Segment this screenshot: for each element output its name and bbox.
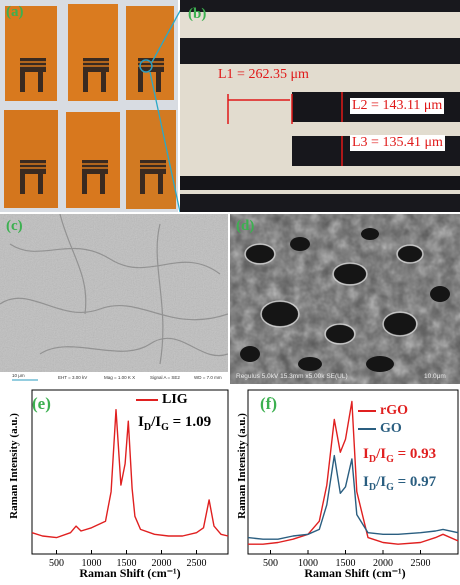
f-xlabel: Raman Shift (cm⁻¹) bbox=[304, 566, 406, 580]
sensor-photo bbox=[0, 0, 178, 212]
legend-go: GO bbox=[358, 420, 408, 438]
legend-lig-swatch bbox=[136, 398, 158, 401]
dim-l1: L1 = 262.35 μm bbox=[218, 67, 309, 83]
ratio-go: ID/IG = 0.97 bbox=[363, 474, 437, 493]
panel-f-raman: 500 1000 1500 2000 2500 (f) rGO GO ID/IG = 0… bbox=[230, 386, 460, 585]
legend-lig: LIG bbox=[136, 392, 188, 408]
dim-l3: L3 = 135.41 μm bbox=[350, 135, 445, 151]
legend-rgo: rGO bbox=[358, 402, 408, 420]
x-tick-label: 1000 bbox=[82, 558, 102, 569]
panel-f-label: (f) bbox=[260, 394, 277, 413]
plot-frame bbox=[247, 389, 459, 555]
e-ylabel: Raman Intensity (a.u.) bbox=[8, 413, 20, 519]
sem-surface-image bbox=[0, 214, 228, 384]
panel-e-raman: 500 1000 1500 2000 2500 (e) LIG ID/IG = 1.09… bbox=[0, 386, 230, 585]
sem-c-eht: EHT = 3.00 kV bbox=[58, 375, 88, 380]
plot-frame bbox=[31, 389, 229, 555]
legend-lig-label: LIG bbox=[162, 392, 188, 407]
panel-e-label: (e) bbox=[32, 394, 51, 413]
raman-chart-go: 500 1000 1500 2000 2500 bbox=[247, 389, 459, 569]
sem-c-scale: 10 μm bbox=[12, 373, 25, 378]
series-line-go bbox=[247, 454, 459, 540]
series-line-rgo bbox=[248, 400, 459, 545]
panel-c-label: (c) bbox=[6, 218, 23, 234]
raman-chart-lig: 500 1000 1500 2000 2500 bbox=[31, 389, 229, 569]
x-tick-label: 2500 bbox=[187, 558, 207, 569]
x-tick-label: 2500 bbox=[411, 558, 431, 569]
legend-rgo-swatch bbox=[358, 409, 376, 412]
legend-rgo-label: rGO bbox=[380, 403, 408, 418]
panel-a-photo: (a) bbox=[0, 0, 178, 212]
dim-l2: L2 = 143.11 μm bbox=[350, 98, 445, 114]
f-ylabel: Raman Intensity (a.u.) bbox=[236, 413, 248, 519]
sem-c-signal: Signal A = SE2 bbox=[150, 375, 180, 380]
e-xlabel: Raman Shift (cm⁻¹) bbox=[79, 566, 181, 580]
panel-d-label: (d) bbox=[236, 218, 255, 234]
x-tick-label: 2000 bbox=[152, 558, 172, 569]
ratio-lig: ID/IG = 1.09 bbox=[138, 414, 212, 433]
panel-b-label: (b) bbox=[188, 6, 207, 22]
sem-c-mag: Mag = 1.00 K X bbox=[104, 375, 136, 380]
panel-c-sem: (c) 10 μm EHT = 3.00 kV Mag = 1.00 K X S… bbox=[0, 214, 228, 384]
legend-go-swatch bbox=[358, 427, 376, 430]
series-line-lig bbox=[31, 409, 229, 539]
x-tick-label: 1500 bbox=[117, 558, 137, 569]
legend-f: rGO GO bbox=[358, 402, 408, 438]
ratio-rgo: ID/IG = 0.93 bbox=[363, 446, 437, 465]
x-tick-label: 2000 bbox=[373, 558, 393, 569]
x-tick-label: 1000 bbox=[298, 558, 318, 569]
x-tick-label: 1500 bbox=[336, 558, 356, 569]
sem-porous-image bbox=[230, 214, 460, 384]
sem-d-info: Regulus 5.0kV 15.3mm x5.00k SE(UL) bbox=[236, 373, 348, 380]
sem-c-wd: WD = 7.0 mm bbox=[194, 375, 222, 380]
x-tick-label: 500 bbox=[263, 558, 278, 569]
panel-a-label: (a) bbox=[6, 4, 24, 20]
zoom-circle bbox=[139, 59, 153, 73]
sem-d-scale: 10.0μm bbox=[424, 373, 446, 380]
sem-c-info: 10 μm EHT = 3.00 kV Mag = 1.00 K X Signa… bbox=[0, 372, 228, 384]
panel-b-micrograph: (b) L1 = 262.35 μm L2 = 143.11 μm L3 = 1… bbox=[180, 0, 460, 212]
x-tick-label: 500 bbox=[49, 558, 64, 569]
panel-d-sem: (d) Regulus 5.0kV 15.3mm x5.00k SE(UL) 1… bbox=[230, 214, 460, 384]
legend-go-label: GO bbox=[380, 421, 402, 436]
